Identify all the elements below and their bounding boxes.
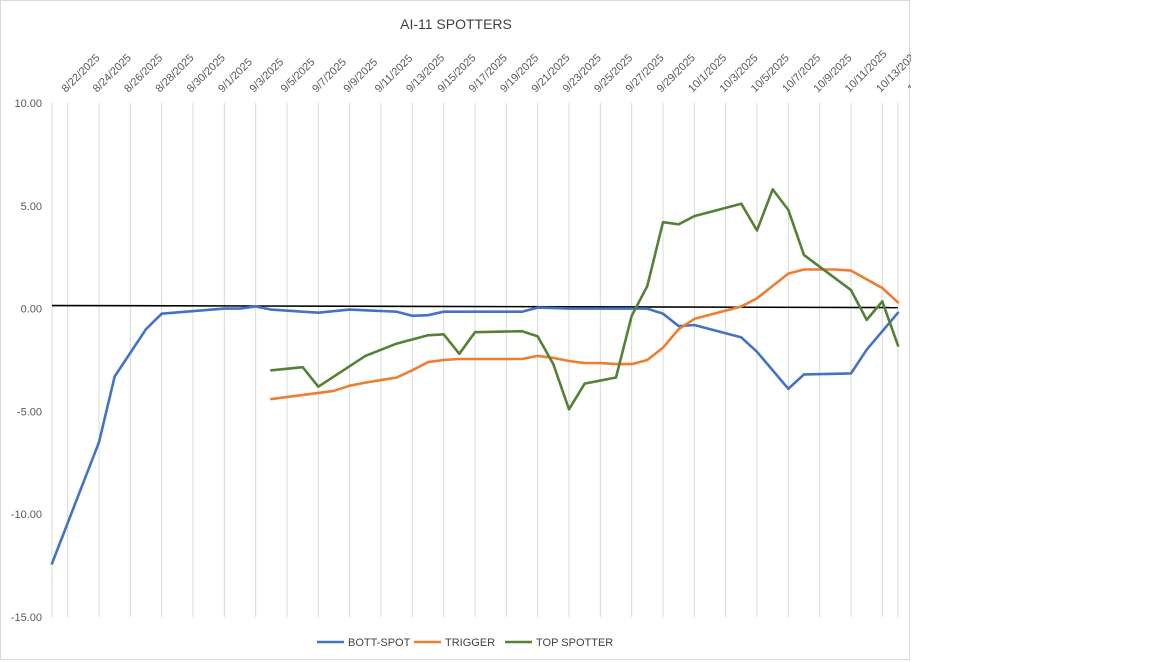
chart-area: AI-11 SPOTTERS 10.00 5.00 0.00 -5.00 -10.00 -… bbox=[0, 0, 911, 660]
series-line-top-spotter bbox=[269, 188, 900, 411]
series-line-bott-spot bbox=[50, 305, 900, 565]
chart-title: AI-11 SPOTTERS bbox=[400, 16, 512, 32]
y-tick-label: -10.00 bbox=[11, 509, 42, 521]
y-tick-label: 0.00 bbox=[21, 304, 42, 316]
series-lines bbox=[50, 188, 900, 565]
legend-label: BOTT-SPOT bbox=[348, 637, 411, 649]
legend: BOTT-SPOT TRIGGER TOP SPOTTER bbox=[317, 637, 613, 649]
reference-line bbox=[51, 304, 899, 309]
series-line-trigger bbox=[269, 268, 900, 401]
y-tick-label: -15.00 bbox=[11, 612, 42, 624]
legend-label: TRIGGER bbox=[445, 637, 495, 649]
y-tick-label: 10.00 bbox=[14, 98, 42, 110]
legend-label: TOP SPOTTER bbox=[536, 637, 613, 649]
y-axis-tick-labels: 10.00 5.00 0.00 -5.00 -10.00 -15.00 bbox=[11, 98, 42, 624]
y-tick-label: -5.00 bbox=[17, 406, 42, 418]
zero-reference-line bbox=[51, 304, 899, 309]
y-tick-label: 5.00 bbox=[21, 201, 42, 213]
line-chart: AI-11 SPOTTERS 10.00 5.00 0.00 -5.00 -10.00 -… bbox=[11, 16, 911, 649]
x-axis-tick-labels: 8/22/20258/24/20258/26/20258/28/20258/30… bbox=[59, 48, 911, 95]
